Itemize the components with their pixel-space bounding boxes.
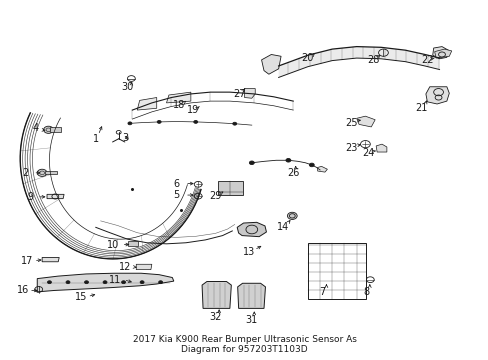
Circle shape xyxy=(249,161,254,165)
Polygon shape xyxy=(317,166,327,172)
Circle shape xyxy=(285,158,290,162)
Text: 15: 15 xyxy=(75,292,87,302)
Text: 23: 23 xyxy=(345,143,357,153)
Text: 20: 20 xyxy=(301,53,313,63)
Text: 7: 7 xyxy=(319,287,325,297)
Text: 18: 18 xyxy=(172,100,184,110)
Text: 22: 22 xyxy=(421,55,433,65)
Text: 21: 21 xyxy=(414,103,427,113)
Text: 25: 25 xyxy=(345,118,357,128)
Text: 6: 6 xyxy=(173,179,179,189)
Polygon shape xyxy=(237,222,266,237)
Text: 3: 3 xyxy=(122,133,128,143)
Polygon shape xyxy=(137,98,157,110)
Circle shape xyxy=(43,126,53,134)
Text: 9: 9 xyxy=(27,192,33,202)
Circle shape xyxy=(287,212,297,220)
Text: Diagram for 957203T1103D: Diagram for 957203T1103D xyxy=(181,345,307,354)
Circle shape xyxy=(128,122,132,125)
Text: 26: 26 xyxy=(286,168,299,178)
Circle shape xyxy=(232,122,236,125)
Polygon shape xyxy=(375,144,386,152)
Polygon shape xyxy=(244,89,255,98)
Text: 2: 2 xyxy=(22,168,28,178)
Bar xyxy=(44,171,57,174)
Circle shape xyxy=(158,281,162,284)
Text: 14: 14 xyxy=(277,222,289,231)
Circle shape xyxy=(122,281,125,284)
Text: 4: 4 xyxy=(33,123,39,133)
Bar xyxy=(50,127,61,132)
Polygon shape xyxy=(425,87,448,104)
Text: 8: 8 xyxy=(363,287,369,297)
Text: 28: 28 xyxy=(367,55,379,65)
Circle shape xyxy=(47,281,51,284)
Bar xyxy=(217,181,243,195)
Polygon shape xyxy=(432,46,447,59)
Polygon shape xyxy=(356,116,374,127)
Text: 19: 19 xyxy=(187,105,199,115)
Text: 32: 32 xyxy=(209,312,221,322)
Text: 5: 5 xyxy=(173,190,179,200)
Text: 16: 16 xyxy=(17,285,29,296)
Text: 24: 24 xyxy=(362,148,374,158)
Circle shape xyxy=(66,281,70,284)
Circle shape xyxy=(84,281,88,284)
Text: 11: 11 xyxy=(109,275,121,285)
Text: 13: 13 xyxy=(243,247,255,257)
Text: 1: 1 xyxy=(93,134,99,144)
Circle shape xyxy=(309,163,314,167)
Polygon shape xyxy=(261,54,281,74)
Polygon shape xyxy=(37,273,173,292)
Text: 12: 12 xyxy=(119,262,131,272)
Polygon shape xyxy=(434,49,451,58)
Polygon shape xyxy=(237,283,265,309)
Circle shape xyxy=(103,281,107,284)
Polygon shape xyxy=(47,194,64,199)
Text: 29: 29 xyxy=(209,191,221,201)
Text: 17: 17 xyxy=(21,256,34,266)
Polygon shape xyxy=(136,264,152,270)
Bar xyxy=(307,243,366,299)
Polygon shape xyxy=(166,92,190,103)
Circle shape xyxy=(140,281,144,284)
Bar xyxy=(128,241,138,246)
Text: 30: 30 xyxy=(121,82,133,92)
Polygon shape xyxy=(278,46,439,77)
Circle shape xyxy=(37,169,47,176)
Polygon shape xyxy=(42,257,59,262)
Text: 31: 31 xyxy=(245,315,257,325)
Text: 2017 Kia K900 Rear Bumper Ultrasonic Sensor As: 2017 Kia K900 Rear Bumper Ultrasonic Sen… xyxy=(132,335,356,344)
Text: 27: 27 xyxy=(233,89,245,99)
Polygon shape xyxy=(202,282,231,309)
Circle shape xyxy=(157,121,161,123)
Text: 10: 10 xyxy=(106,239,119,249)
Circle shape xyxy=(193,121,197,123)
